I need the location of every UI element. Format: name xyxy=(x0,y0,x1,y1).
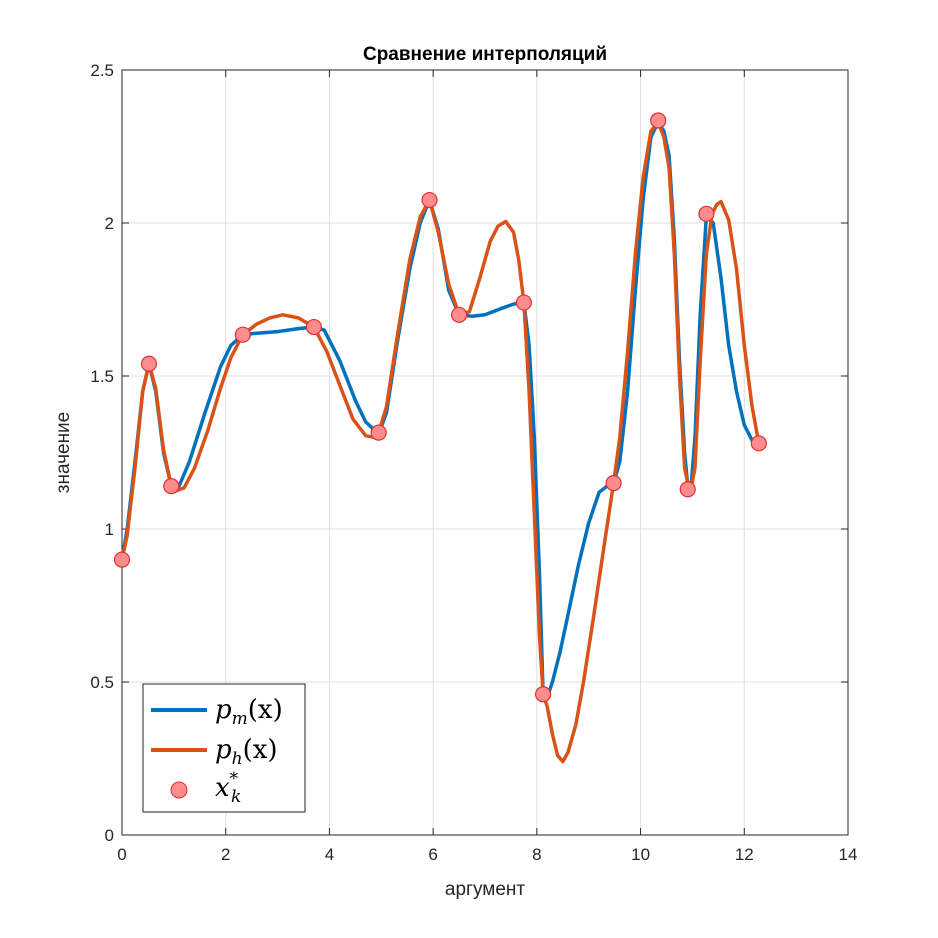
node-point xyxy=(305,318,322,336)
node-point xyxy=(650,112,667,129)
node-point xyxy=(450,306,468,323)
x-tick-label: 8 xyxy=(532,845,541,864)
x-tick-label: 14 xyxy=(839,845,858,864)
node-point xyxy=(679,481,696,498)
x-tick-label: 4 xyxy=(325,845,334,864)
node-point xyxy=(605,475,622,492)
legend-p-h-sub: h xyxy=(232,749,243,769)
x-axis-ticks: 0 2 4 6 8 10 12 14 xyxy=(117,70,857,864)
plot-area-border xyxy=(121,69,849,836)
node-point xyxy=(163,478,180,495)
interpolation-nodes xyxy=(113,112,767,703)
legend-nodes-sup: * xyxy=(230,769,239,789)
y-tick-label: 2.5 xyxy=(90,61,114,80)
node-point xyxy=(234,326,251,343)
legend-label-p-h: ph(x) xyxy=(215,735,278,769)
series-line-p-h xyxy=(120,120,761,764)
y-tick-label: 1 xyxy=(105,520,114,539)
y-tick-label: 0 xyxy=(105,826,114,845)
legend-nodes-main: x xyxy=(215,773,230,803)
legend-p-m-arg: (x) xyxy=(248,695,283,725)
y-tick-label: 0.5 xyxy=(90,673,114,692)
y-axis-ticks: 0 0.5 1 1.5 2 2.5 xyxy=(90,61,848,845)
legend-swatch-nodes xyxy=(170,781,188,799)
x-tick-label: 12 xyxy=(735,845,754,864)
node-point xyxy=(140,355,158,372)
legend-nodes-sub: k xyxy=(231,787,241,807)
legend-p-h-arg: (x) xyxy=(243,735,278,765)
legend-p-h-main: p xyxy=(215,735,232,765)
x-tick-label: 6 xyxy=(428,845,437,864)
node-point xyxy=(421,191,438,209)
legend-label-p-m: pm(x) xyxy=(215,695,283,729)
x-tick-label: 2 xyxy=(221,845,230,864)
node-point xyxy=(750,435,767,452)
y-tick-label: 1.5 xyxy=(90,367,114,386)
x-axis-label: аргумент xyxy=(445,879,525,900)
node-point xyxy=(698,205,715,222)
series-group xyxy=(120,120,761,764)
legend-p-m-main: p xyxy=(215,695,232,725)
legend: pm(x) ph(x) x* k xyxy=(142,683,306,813)
y-axis-label: значение xyxy=(53,412,74,494)
x-tick-label: 10 xyxy=(631,845,650,864)
node-point xyxy=(515,294,532,311)
legend-p-m-sub: m xyxy=(232,709,248,729)
node-point xyxy=(113,551,131,568)
node-point xyxy=(370,424,387,441)
chart-title: Сравнение интерполяций xyxy=(363,44,607,65)
x-tick-label: 0 xyxy=(117,845,126,864)
y-tick-label: 2 xyxy=(105,214,114,233)
legend-label-nodes: x* k xyxy=(215,769,241,807)
node-point xyxy=(534,686,552,703)
